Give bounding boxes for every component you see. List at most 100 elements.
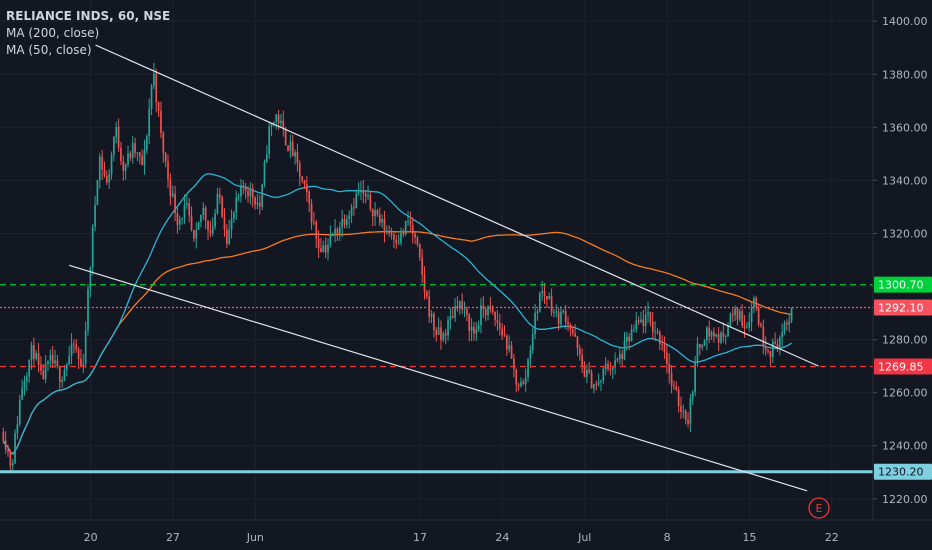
candle-body — [482, 305, 485, 310]
price-level-tags: 1300.70 1292.10 1269.85 1230.20 — [874, 276, 932, 480]
candle-body — [329, 235, 332, 245]
candle-body — [651, 321, 654, 333]
candle-body — [211, 226, 214, 234]
candle-body — [383, 218, 386, 233]
candle-body — [294, 152, 296, 157]
legend-ma200[interactable]: MA (200, close) — [6, 26, 100, 40]
candle-body — [402, 233, 405, 235]
price-tag-label-base: 1230.20 — [878, 466, 924, 479]
candle-body — [82, 364, 85, 366]
legend-ma50[interactable]: MA (50, close) — [6, 43, 92, 57]
candle-body — [602, 368, 605, 381]
price-tick-label: 1360.00 — [882, 121, 928, 134]
time-axis-panel[interactable] — [0, 520, 932, 550]
trendlines[interactable] — [69, 44, 819, 492]
candle-body — [548, 296, 551, 299]
candle-body — [390, 233, 393, 235]
candle-body — [40, 364, 42, 371]
candle-body — [101, 156, 103, 170]
candle-body — [378, 214, 381, 223]
candle-body — [218, 194, 221, 197]
time-tick-label: 8 — [664, 531, 671, 544]
candle-body — [435, 329, 438, 335]
price-tick-label: 1240.00 — [882, 440, 928, 453]
candle-body — [463, 308, 466, 310]
candle-body — [254, 197, 256, 205]
candle-body — [466, 308, 468, 315]
candle-body — [341, 218, 343, 228]
candle-body — [433, 313, 435, 330]
candle-body — [600, 380, 602, 382]
trendline-upper-channel[interactable] — [95, 44, 819, 367]
candle-body — [661, 343, 664, 345]
candle-body — [138, 152, 141, 157]
candle-body — [338, 227, 341, 235]
candle-body — [531, 333, 534, 350]
time-tick-label: 15 — [742, 531, 756, 544]
candle-body — [684, 411, 687, 420]
candle-body — [249, 188, 252, 197]
candle-body — [536, 311, 539, 313]
legend-symbol[interactable]: RELIANCE INDS, 60, NSE — [6, 9, 171, 23]
candle-body — [706, 327, 708, 341]
candle-body — [442, 333, 445, 341]
candle-body — [666, 352, 668, 364]
candle-body — [564, 310, 567, 322]
candle-body — [621, 353, 624, 359]
candle-body — [176, 212, 179, 225]
candle-body — [148, 109, 151, 137]
candle-body — [555, 311, 558, 313]
candle-body — [611, 367, 614, 370]
candle-body — [80, 358, 82, 366]
candle-body — [698, 343, 701, 348]
candle-body — [597, 381, 600, 385]
candle-body — [287, 145, 289, 151]
candle-body — [395, 239, 398, 243]
candle-body — [164, 153, 167, 162]
candle-body — [18, 399, 21, 425]
candle-body — [727, 325, 729, 337]
price-axis-panel[interactable] — [873, 0, 932, 520]
time-tick-label: Jul — [577, 531, 591, 544]
candle-body — [668, 363, 671, 373]
candle-body — [574, 333, 576, 337]
candle-body — [369, 195, 372, 210]
candle-body — [498, 322, 501, 329]
candle-body — [642, 319, 645, 327]
candle-body — [640, 319, 642, 323]
candle-body — [7, 449, 9, 452]
candle-body — [223, 216, 226, 230]
candle-body — [790, 307, 793, 322]
price-tag-label-support: 1269.85 — [878, 361, 924, 374]
candle-body — [444, 333, 447, 336]
candle-body — [348, 215, 351, 219]
candle-body — [263, 162, 266, 185]
candle-body — [673, 385, 675, 387]
candle-body — [771, 341, 774, 358]
candle-body — [273, 122, 275, 124]
candle-body — [449, 316, 452, 320]
trendline-lower-channel[interactable] — [69, 264, 808, 492]
candle-body — [788, 321, 791, 325]
candle-body — [167, 161, 169, 180]
candle-body — [414, 233, 416, 238]
candle-body — [270, 123, 273, 127]
candle-body — [134, 143, 136, 153]
candle-body — [298, 163, 301, 177]
candle-body — [171, 193, 174, 197]
candle-body — [155, 73, 158, 103]
candle-body — [371, 209, 374, 217]
candle-body — [56, 360, 59, 367]
candle-body — [583, 366, 586, 378]
earnings-marker[interactable]: E — [808, 497, 830, 519]
candle-body — [524, 377, 527, 384]
candle-body — [364, 193, 367, 197]
candle-body — [289, 141, 292, 151]
candle-body — [178, 219, 181, 225]
candle-body — [628, 336, 631, 342]
earnings-circle[interactable] — [808, 497, 830, 519]
candle-body — [607, 363, 609, 370]
candle-body — [633, 329, 635, 331]
